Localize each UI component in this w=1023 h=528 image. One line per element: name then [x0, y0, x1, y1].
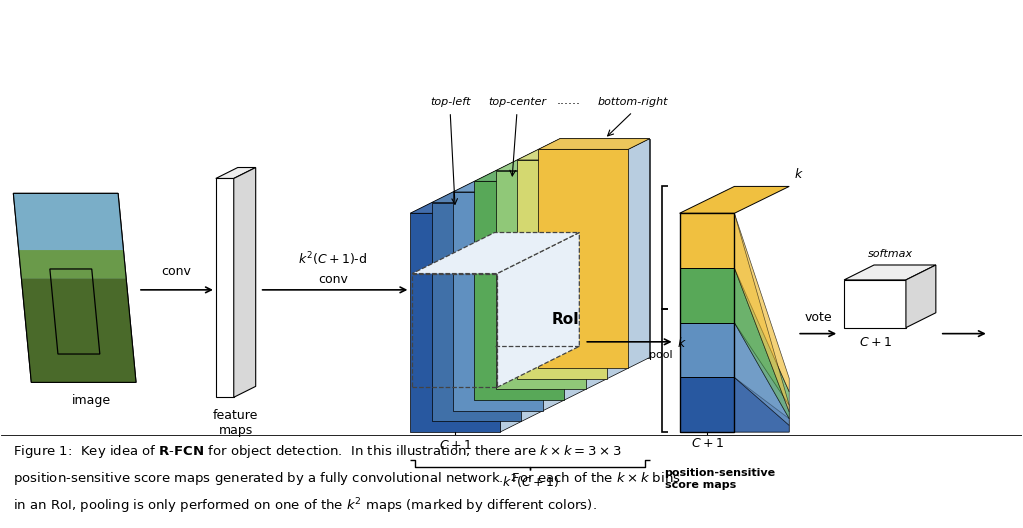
Text: $C+1$: $C+1$	[858, 336, 891, 348]
Polygon shape	[735, 378, 789, 432]
Polygon shape	[735, 213, 789, 412]
Polygon shape	[475, 181, 564, 400]
Polygon shape	[412, 232, 579, 274]
Text: $k$: $k$	[794, 167, 804, 182]
Polygon shape	[538, 139, 650, 149]
Polygon shape	[735, 323, 789, 419]
Polygon shape	[844, 265, 936, 280]
Polygon shape	[410, 203, 522, 213]
Polygon shape	[518, 160, 607, 379]
Text: RoI: RoI	[551, 312, 579, 327]
Text: conv: conv	[318, 273, 348, 286]
Polygon shape	[844, 280, 906, 328]
Polygon shape	[560, 139, 650, 357]
Polygon shape	[735, 323, 789, 426]
Text: pool: pool	[649, 350, 672, 360]
Polygon shape	[432, 192, 543, 203]
Text: $k^2(C+1)$: $k^2(C+1)$	[501, 474, 559, 492]
Polygon shape	[21, 278, 136, 382]
Polygon shape	[216, 178, 234, 397]
Polygon shape	[18, 250, 126, 278]
Polygon shape	[13, 193, 136, 382]
Polygon shape	[216, 167, 256, 178]
Polygon shape	[735, 378, 789, 432]
Text: bottom-right: bottom-right	[597, 97, 668, 107]
Polygon shape	[735, 268, 789, 406]
Text: top-center: top-center	[488, 97, 546, 107]
Polygon shape	[475, 171, 585, 181]
Polygon shape	[906, 265, 936, 328]
Text: conv: conv	[161, 265, 191, 278]
Text: image: image	[72, 394, 112, 407]
Text: ......: ......	[557, 94, 580, 107]
Polygon shape	[500, 139, 650, 432]
Text: position-sensitive
score maps: position-sensitive score maps	[665, 468, 775, 489]
Polygon shape	[538, 149, 628, 368]
Text: position-sensitive score maps generated by a fully convolutional network.  For e: position-sensitive score maps generated …	[13, 470, 681, 487]
Polygon shape	[679, 213, 735, 268]
Polygon shape	[735, 213, 789, 392]
Text: $k^2(C+1)$-d: $k^2(C+1)$-d	[299, 250, 367, 268]
Polygon shape	[410, 139, 650, 213]
Text: in an RoI, pooling is only performed on one of the $k^2$ maps (marked by differe: in an RoI, pooling is only performed on …	[13, 497, 597, 516]
Polygon shape	[496, 171, 585, 390]
Polygon shape	[410, 213, 500, 432]
Polygon shape	[234, 167, 256, 397]
Polygon shape	[679, 378, 735, 432]
Text: vote: vote	[804, 310, 832, 324]
Text: $C+1$: $C+1$	[439, 439, 472, 452]
Text: Figure 1:  Key idea of $\mathbf{R}$-$\mathbf{FCN}$ for object detection.  In thi: Figure 1: Key idea of $\mathbf{R}$-$\mat…	[13, 443, 622, 460]
Polygon shape	[13, 193, 126, 278]
Text: top-left: top-left	[430, 97, 471, 107]
Text: softmax: softmax	[868, 249, 913, 259]
Polygon shape	[679, 268, 735, 323]
Polygon shape	[453, 192, 543, 411]
Text: $C+1$: $C+1$	[691, 437, 723, 450]
Polygon shape	[496, 160, 607, 171]
Polygon shape	[679, 323, 735, 378]
Text: $k$: $k$	[676, 336, 686, 350]
Polygon shape	[679, 186, 789, 213]
Polygon shape	[735, 268, 789, 419]
Polygon shape	[497, 232, 579, 388]
Polygon shape	[518, 149, 628, 160]
Text: feature
maps: feature maps	[213, 409, 259, 437]
Polygon shape	[453, 181, 564, 192]
Polygon shape	[432, 203, 522, 421]
